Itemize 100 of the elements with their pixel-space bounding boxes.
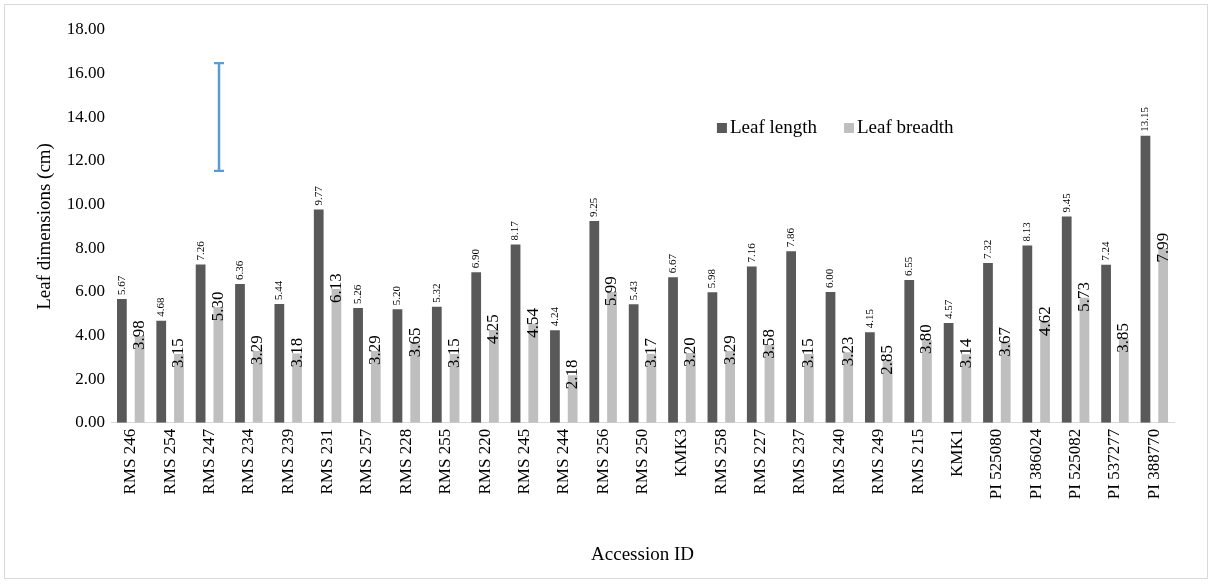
- bar: [904, 279, 915, 423]
- bar: [589, 220, 600, 423]
- y-tick-label: 12.00: [66, 150, 106, 170]
- data-label: 5.43: [626, 280, 639, 301]
- data-label: 8.17: [508, 220, 521, 241]
- x-tick-label: RMS 234: [238, 428, 258, 495]
- data-label: 6.00: [823, 268, 836, 288]
- x-tick-label: PI 388770: [1143, 428, 1163, 500]
- y-tick-label: 18.00: [66, 19, 106, 39]
- data-label: 5.67: [114, 275, 127, 296]
- x-tick-label: KMK3: [671, 428, 691, 478]
- x-tick-label: PI 525080: [986, 428, 1006, 500]
- data-label: 5.20: [390, 285, 403, 306]
- bar: [353, 308, 363, 423]
- data-label: 3.29: [719, 335, 739, 366]
- bar: [707, 292, 718, 423]
- x-tick-label: RMS 237: [789, 428, 809, 495]
- data-label: 5.30: [207, 291, 227, 322]
- x-tick-label: RMS 239: [277, 428, 297, 495]
- data-label: 3.29: [247, 335, 267, 366]
- data-label: 4.15: [862, 308, 875, 329]
- x-tick-label: RMS 220: [474, 428, 494, 495]
- x-tick-label: PI 525082: [1065, 428, 1085, 500]
- data-label: 3.15: [798, 338, 818, 369]
- x-tick-label: RMS 231: [317, 428, 337, 495]
- x-axis-title: Accession ID: [591, 542, 694, 564]
- x-tick-label: RMS 255: [435, 428, 455, 495]
- bar: [786, 251, 797, 423]
- bar: [195, 264, 206, 423]
- x-tick-label: KMK1: [946, 428, 966, 478]
- data-label: 3.14: [955, 338, 975, 369]
- data-label: 6.55: [902, 256, 915, 276]
- bar: [313, 209, 324, 423]
- data-label: 4.24: [547, 306, 560, 327]
- y-tick-label: 0.00: [75, 412, 106, 432]
- bar: [983, 263, 993, 423]
- data-label: 3.67: [995, 326, 1015, 357]
- data-label: 3.15: [168, 338, 188, 369]
- data-label: 5.98: [705, 268, 718, 289]
- bar: [117, 299, 127, 423]
- bar: [628, 304, 639, 423]
- x-tick-label: RMS 257: [356, 428, 376, 495]
- bar: [1140, 135, 1151, 423]
- data-label: 6.36: [232, 260, 245, 281]
- data-label: 3.15: [444, 338, 464, 369]
- bar: [274, 304, 285, 423]
- x-tick-label: RMS 256: [592, 428, 612, 495]
- bar: [156, 320, 167, 423]
- y-tick-label: 2.00: [75, 368, 106, 388]
- data-label: 8.13: [1020, 221, 1033, 242]
- data-label: 5.32: [429, 283, 442, 303]
- data-label: 5.73: [1073, 282, 1093, 312]
- data-label: 7.24: [1098, 241, 1111, 261]
- data-label: 4.62: [1034, 306, 1054, 337]
- data-label: 4.68: [154, 296, 167, 317]
- y-axis-title: Leaf dimensions (cm): [33, 143, 56, 310]
- data-label: 4.54: [522, 307, 542, 338]
- data-label: 5.44: [272, 280, 285, 301]
- bar: [235, 284, 245, 423]
- bar: [471, 272, 482, 423]
- data-label: 3.17: [640, 337, 660, 368]
- y-tick-label: 8.00: [75, 237, 106, 257]
- legend-label: Leaf length: [729, 115, 818, 137]
- x-tick-label: RMS 250: [631, 428, 651, 495]
- x-tick-label: PI 386024: [1025, 428, 1045, 500]
- bar: [668, 277, 678, 423]
- y-tick-label: 14.00: [66, 106, 106, 126]
- data-label: 7.32: [980, 239, 993, 260]
- bar: [943, 323, 954, 423]
- data-label: 3.23: [837, 336, 857, 367]
- bar: [510, 244, 521, 423]
- bar: [1061, 216, 1072, 423]
- bar: [865, 332, 875, 423]
- data-label: 6.90: [469, 248, 482, 269]
- data-label: 3.85: [1113, 323, 1133, 353]
- data-label: 2.18: [562, 359, 582, 390]
- data-label: 3.20: [680, 337, 700, 367]
- bar: [431, 306, 442, 423]
- data-label: 7.99: [1152, 232, 1172, 263]
- bar: [550, 330, 560, 423]
- data-label: 2.85: [877, 344, 897, 375]
- data-label: 4.57: [941, 299, 954, 320]
- x-tick-label: RMS 215: [907, 428, 927, 495]
- bar: [746, 266, 757, 423]
- x-tick-label: PI 537277: [1104, 428, 1124, 500]
- x-tick-label: RMS 258: [710, 428, 730, 495]
- data-label: 7.26: [193, 240, 206, 261]
- bar: [1101, 264, 1111, 423]
- y-tick-label: 16.00: [66, 63, 106, 83]
- data-label: 3.98: [129, 320, 149, 350]
- x-tick-label: RMS 240: [828, 428, 848, 495]
- data-label: 3.80: [916, 324, 936, 354]
- y-tick-label: 4.00: [75, 325, 106, 345]
- data-label: 9.77: [311, 185, 324, 206]
- data-label: 9.45: [1059, 192, 1072, 213]
- data-label: 9.25: [587, 197, 600, 217]
- x-tick-label: RMS 247: [198, 428, 218, 495]
- data-label: 4.25: [483, 314, 503, 345]
- data-label: 3.65: [404, 327, 424, 358]
- data-label: 3.18: [286, 337, 306, 368]
